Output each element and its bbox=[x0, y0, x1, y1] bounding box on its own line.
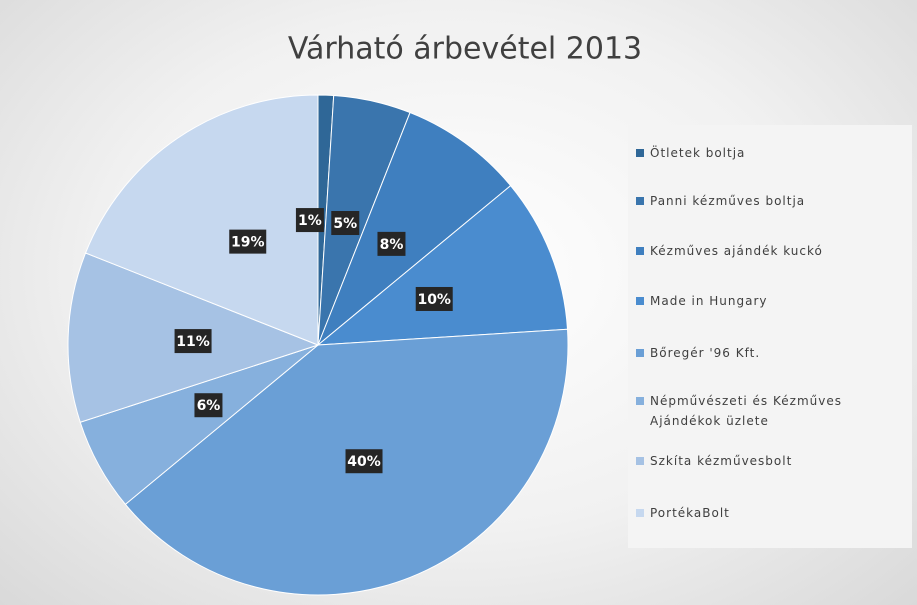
data-label: 11% bbox=[176, 334, 210, 350]
pie-slice bbox=[316, 184, 569, 346]
legend-swatch bbox=[636, 197, 644, 205]
legend-item: Panni kézműves boltja bbox=[636, 191, 910, 211]
legend-label: Szkíta kézművesbolt bbox=[650, 454, 793, 468]
legend-label: Made in Hungary bbox=[650, 294, 768, 308]
legend-item: Ötletek boltja bbox=[636, 143, 910, 163]
pie-slice bbox=[317, 111, 512, 346]
legend-swatch bbox=[636, 149, 644, 157]
data-label: 40% bbox=[347, 454, 381, 470]
pie-slice bbox=[84, 94, 319, 346]
legend-item: Népművészeti és Kézműves Ajándékok üzlet… bbox=[636, 391, 910, 431]
data-label-box bbox=[415, 286, 453, 311]
legend-item: Kézműves ajándék kuckó bbox=[636, 241, 910, 261]
data-label: 6% bbox=[197, 398, 221, 414]
data-label-box bbox=[295, 208, 324, 233]
data-label-box bbox=[174, 329, 212, 354]
data-label-box bbox=[194, 393, 223, 418]
data-label: 19% bbox=[231, 235, 265, 251]
data-label: 10% bbox=[417, 292, 451, 308]
legend-swatch bbox=[636, 509, 644, 517]
data-label: 1% bbox=[298, 213, 322, 229]
data-label-box bbox=[331, 211, 360, 236]
data-label-box bbox=[377, 231, 406, 256]
legend-label: Népművészeti és Kézműves Ajándékok üzlet… bbox=[650, 394, 842, 428]
data-label: 8% bbox=[380, 237, 404, 253]
data-label-box bbox=[345, 449, 383, 474]
legend-label: Ötletek boltja bbox=[650, 146, 746, 160]
data-label-box bbox=[229, 229, 267, 254]
legend-swatch bbox=[636, 457, 644, 465]
legend-label: PortékaBolt bbox=[650, 506, 730, 520]
legend-label: Bőregér '96 Kft. bbox=[650, 346, 761, 360]
legend-label: Kézműves ajándék kuckó bbox=[650, 244, 823, 258]
legend-swatch bbox=[636, 297, 644, 305]
legend-swatch bbox=[636, 349, 644, 357]
data-label: 5% bbox=[333, 216, 357, 232]
legend: Ötletek boltja Panni kézműves boltja Kézmű… bbox=[628, 125, 912, 548]
legend-label: Panni kézműves boltja bbox=[650, 194, 806, 208]
legend-swatch bbox=[636, 397, 644, 405]
legend-item: Bőregér '96 Kft. bbox=[636, 343, 910, 363]
chart-title: Várható árbevétel 2013 bbox=[288, 32, 642, 67]
legend-swatch bbox=[636, 247, 644, 255]
legend-item: Made in Hungary bbox=[636, 291, 910, 311]
legend-item: Szkíta kézművesbolt bbox=[636, 451, 910, 471]
legend-item: PortékaBolt bbox=[636, 503, 910, 523]
